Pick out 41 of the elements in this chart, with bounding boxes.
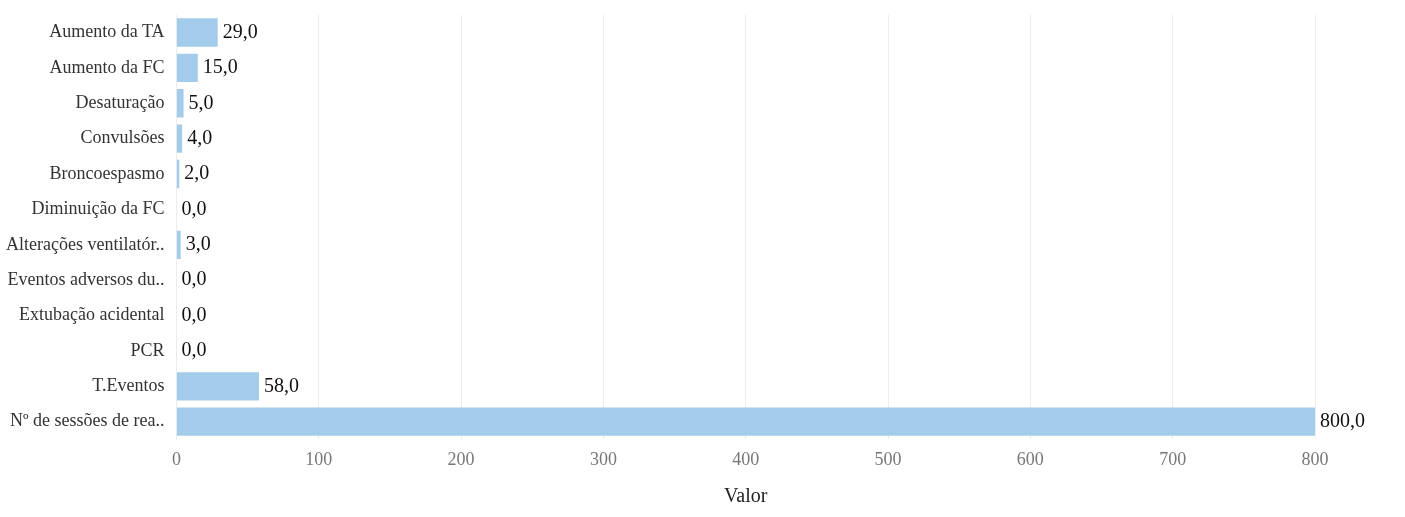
data-label: 0,0 bbox=[181, 338, 207, 361]
bar bbox=[176, 407, 1315, 436]
x-tick-label: 400 bbox=[732, 448, 760, 469]
data-label: 15,0 bbox=[202, 55, 238, 78]
bar bbox=[176, 89, 184, 118]
data-label: 29,0 bbox=[222, 19, 258, 42]
x-tick-label: 300 bbox=[589, 448, 617, 469]
y-tick-label: PCR bbox=[130, 339, 165, 360]
data-label: 0,0 bbox=[181, 267, 207, 290]
bar bbox=[176, 53, 198, 83]
y-tick-label: Extubação acidental bbox=[19, 304, 165, 325]
data-label: 58,0 bbox=[263, 373, 299, 396]
data-label: 3,0 bbox=[185, 232, 211, 255]
y-tick-label: T.Eventos bbox=[92, 375, 165, 396]
x-tick-label: 700 bbox=[1159, 448, 1187, 469]
bar bbox=[176, 372, 259, 401]
bar bbox=[176, 124, 183, 153]
y-tick-label: Nº de sessões de rea.. bbox=[9, 410, 165, 431]
x-tick-label: 100 bbox=[305, 448, 333, 469]
x-tick-label: 200 bbox=[447, 448, 475, 469]
bar bbox=[176, 230, 181, 259]
x-tick-label: 600 bbox=[1016, 448, 1044, 469]
data-label: 800,0 bbox=[1320, 408, 1365, 431]
data-label: 2,0 bbox=[184, 161, 210, 184]
x-tick-label: 500 bbox=[874, 448, 902, 469]
y-tick-label: Diminuição da FC bbox=[31, 198, 165, 219]
y-tick-label: Aumento da FC bbox=[49, 56, 165, 77]
data-label: 0,0 bbox=[181, 302, 207, 325]
y-tick-label: Desaturação bbox=[75, 91, 165, 112]
data-label: 5,0 bbox=[188, 90, 214, 113]
y-tick-label: Convulsões bbox=[80, 127, 165, 148]
y-tick-label: Aumento da TA bbox=[49, 21, 165, 42]
y-tick-label: Eventos adversos du.. bbox=[7, 268, 165, 289]
y-tick-label: Alterações ventilatór.. bbox=[5, 233, 165, 254]
bar bbox=[176, 18, 218, 47]
data-label: 4,0 bbox=[187, 125, 213, 148]
x-tick-label: 800 bbox=[1301, 448, 1329, 469]
x-axis-title: Valor bbox=[724, 484, 768, 507]
y-tick-label: Broncoespasmo bbox=[49, 162, 165, 183]
x-tick-label: 0 bbox=[171, 448, 181, 469]
data-label: 0,0 bbox=[181, 196, 207, 219]
